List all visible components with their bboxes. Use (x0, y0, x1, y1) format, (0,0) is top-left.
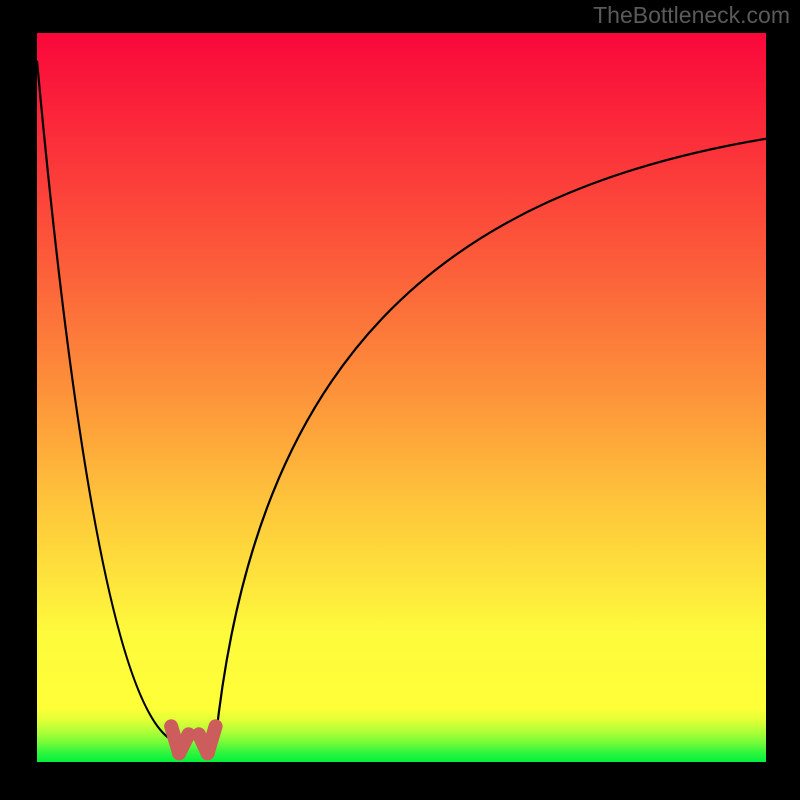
plot-area (37, 33, 766, 762)
right-curve (216, 139, 766, 740)
left-curve (37, 61, 172, 740)
attribution-text: TheBottleneck.com (593, 2, 790, 29)
chart-frame: TheBottleneck.com (0, 0, 800, 800)
curve-layer (37, 33, 766, 762)
null-marker (171, 726, 215, 753)
